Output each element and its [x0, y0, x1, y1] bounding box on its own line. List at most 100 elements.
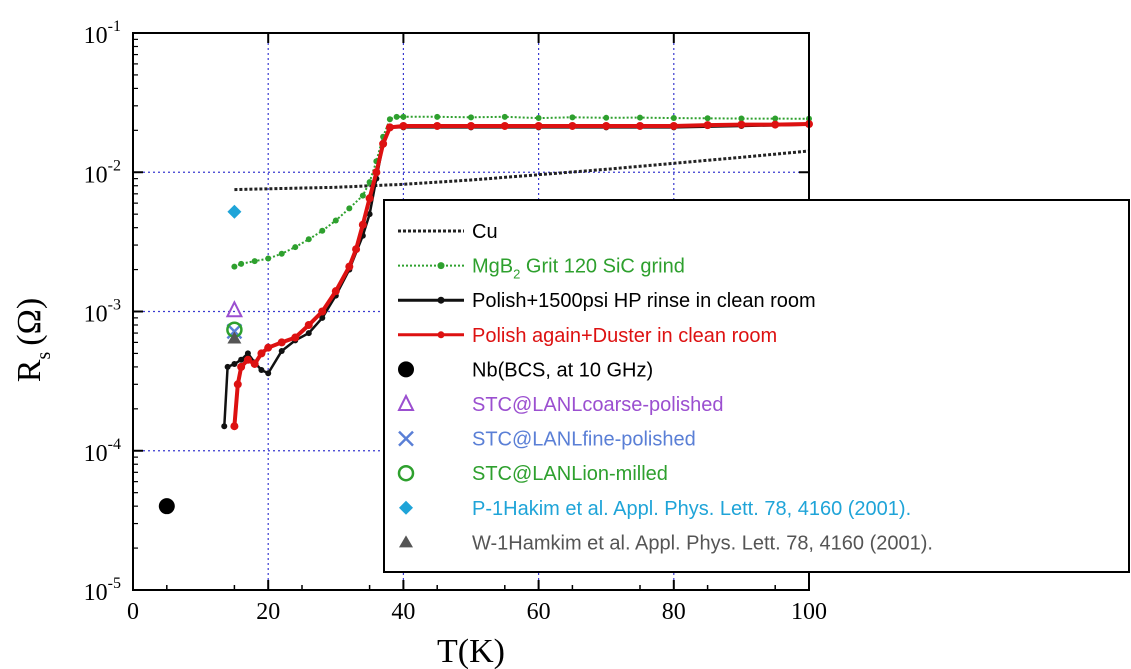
x-tick-label: 100 [791, 599, 827, 625]
data-point [292, 244, 299, 251]
legend-entry-2: Polish+1500psi HP rinse in clean room [398, 290, 816, 312]
data-point [238, 356, 245, 363]
data-point [238, 260, 245, 267]
data-point [250, 359, 259, 368]
data-point [704, 115, 711, 122]
data-point [291, 333, 300, 342]
data-point [244, 350, 251, 357]
data-point [569, 114, 576, 121]
data-point [277, 338, 286, 347]
data-point [305, 330, 312, 337]
y-axis-subscript: s [33, 352, 55, 360]
legend-entry-3: Polish again+Duster in clean room [398, 325, 777, 347]
legend-label: STC@LANLion-milled [472, 463, 668, 485]
series-1 [231, 113, 812, 270]
data-point [305, 236, 312, 243]
series-4 [158, 498, 175, 515]
series-9 [227, 331, 242, 344]
legend-label: P-1Hakim et al. Appl. Phys. Lett. 78, 41… [472, 498, 911, 520]
series-line [234, 115, 810, 268]
data-point [358, 220, 367, 229]
legend-label: Polish+1500psi HP rinse in clean room [472, 290, 816, 312]
legend-label: Nb(BCS, at 10 GHz) [472, 359, 653, 381]
legend-swatch-marker [437, 262, 445, 270]
x-tick-label: 80 [662, 599, 686, 625]
data-point [278, 348, 285, 355]
legend-swatch-marker [398, 361, 414, 378]
data-point [636, 121, 644, 130]
legend: Cu MgB2 Grit 120 SiC grind Polish+1500psi … [383, 199, 1130, 573]
data-point [468, 114, 474, 121]
data-point [331, 287, 340, 296]
legend-entry-8: P-1Hakim et al. Appl. Phys. Lett. 78, 41… [399, 498, 911, 520]
data-point [233, 380, 242, 389]
data-point [568, 121, 577, 130]
y-axis-unit: (Ω) [11, 298, 48, 346]
series-0 [234, 149, 810, 192]
data-point [319, 314, 326, 321]
x-tick-label: 0 [127, 599, 139, 625]
data-point [345, 262, 354, 271]
legend-entry-4: Nb(BCS, at 10 GHz) [398, 359, 653, 381]
x-tick-label: 20 [256, 599, 280, 625]
legend-label: STC@LANLcoarse-polished [472, 394, 724, 416]
data-point [265, 370, 272, 377]
data-point [264, 343, 273, 352]
data-point [670, 115, 677, 122]
legend-entry-1: MgB2 Grit 120 SiC grind [398, 256, 685, 282]
legend-label: Polish again+Duster in clean room [472, 325, 777, 347]
data-point [278, 250, 285, 257]
data-point [227, 331, 242, 344]
data-point [737, 120, 746, 129]
svg-text:Rs(Ω): Rs (Ω) [11, 298, 55, 382]
data-point [231, 263, 238, 270]
legend-label: W-1Hamkim et al. Appl. Phys. Lett. 78, 4… [472, 532, 933, 554]
data-point [257, 349, 266, 358]
legend-label: MgB2 Grit 120 SiC grind [472, 256, 685, 282]
data-point [399, 121, 408, 130]
y-tick-label: 10-1 [84, 18, 121, 49]
x-stroke [398, 430, 414, 447]
y-tick-label: 10-4 [84, 436, 121, 467]
data-point [251, 258, 258, 265]
x-tick-label: 40 [391, 599, 415, 625]
legend-box [383, 199, 1130, 573]
data-point [738, 115, 745, 122]
legend-entry-5: STC@LANLcoarse-polished [397, 393, 724, 416]
data-point [227, 204, 242, 219]
data-point [467, 121, 475, 130]
data-point [603, 114, 610, 121]
y-axis-title: Rs (Ω) [11, 298, 55, 382]
y-tick-label: 10-2 [84, 157, 121, 188]
data-point [637, 114, 643, 121]
data-point [400, 113, 407, 120]
y-axis-symbol: R [11, 359, 48, 382]
data-point [433, 121, 442, 130]
x-tick-label: 60 [527, 599, 551, 625]
series-3 [230, 120, 813, 431]
axis-ticks: 0 20 40 60 80 100 10-5 10-4 10-3 10-2 10-1 [84, 18, 827, 625]
data-point [366, 179, 373, 186]
data-point [703, 121, 712, 130]
data-point [602, 121, 611, 130]
data-point [386, 116, 393, 123]
legend-label: Cu [472, 221, 498, 243]
legend-swatch-marker [398, 430, 414, 447]
data-point [221, 423, 228, 430]
data-point [237, 362, 246, 371]
legend-entry-6: STC@LANLfine-polished [398, 429, 696, 451]
legend-entry-0: Cu [398, 221, 498, 243]
data-point [534, 121, 543, 130]
data-point [771, 120, 780, 129]
data-point [669, 121, 678, 130]
legend-swatch-marker [397, 464, 415, 482]
data-point [501, 113, 508, 120]
data-point [230, 422, 239, 431]
data-point [158, 498, 175, 515]
data-point [225, 300, 244, 318]
data-point [243, 355, 252, 364]
data-point [265, 255, 272, 262]
data-point [372, 168, 381, 177]
y-tick-label: 10-5 [84, 575, 121, 606]
